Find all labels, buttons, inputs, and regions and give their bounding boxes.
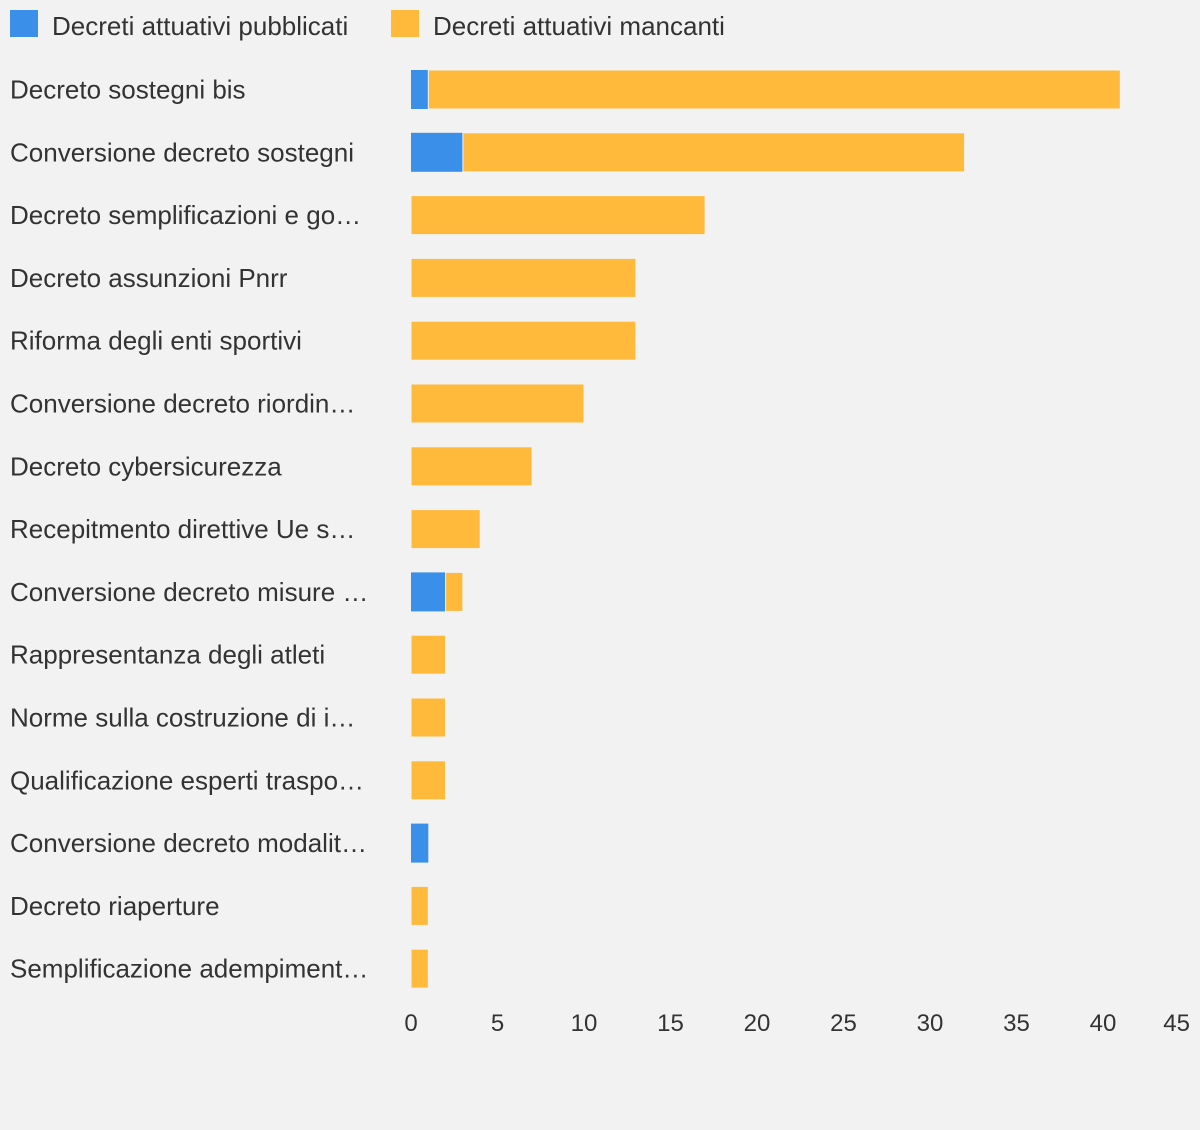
bar-missing[interactable] xyxy=(410,948,429,989)
x-tick-label: 20 xyxy=(744,1010,771,1037)
category-label: Conversione decreto modalit… xyxy=(10,828,367,858)
x-tick-label: 0 xyxy=(404,1010,417,1037)
legend-label-published: Decreti attuativi pubblicati xyxy=(52,11,348,41)
bar-missing[interactable] xyxy=(410,509,481,550)
bar-missing[interactable] xyxy=(410,383,585,424)
category-labels: Decreto sostegni bis Conversione decreto … xyxy=(10,75,368,984)
category-label: Decreto sostegni bis xyxy=(10,75,246,105)
x-tick-label: 30 xyxy=(917,1010,944,1037)
x-tick-label: 45 xyxy=(1163,1010,1190,1037)
bar-missing[interactable] xyxy=(410,885,429,926)
legend-label-missing: Decreti attuativi mancanti xyxy=(433,11,725,41)
legend-item-published[interactable]: Decreti attuativi pubblicati xyxy=(10,10,348,41)
category-label: Conversione decreto riordin… xyxy=(10,389,355,419)
category-label: Conversione decreto sostegni xyxy=(10,137,354,167)
bar-missing[interactable] xyxy=(410,446,533,487)
category-label: Decreto riaperture xyxy=(10,891,220,921)
legend: Decreti attuativi pubblicati Decreti att… xyxy=(10,10,725,41)
bar-missing[interactable] xyxy=(410,195,706,236)
legend-item-missing[interactable]: Decreti attuativi mancanti xyxy=(391,10,725,41)
legend-swatch-missing xyxy=(391,10,419,37)
category-label: Recepitmento direttive Ue s… xyxy=(10,514,355,544)
x-tick-label: 25 xyxy=(830,1010,857,1037)
category-label: Decreto assunzioni Pnrr xyxy=(10,263,288,293)
category-label: Riforma degli enti sportivi xyxy=(10,326,302,356)
category-label: Norme sulla costruzione di i… xyxy=(10,703,355,733)
bar-missing[interactable] xyxy=(410,634,447,675)
category-label: Qualificazione esperti traspo… xyxy=(10,765,364,795)
x-tick-label: 15 xyxy=(657,1010,684,1037)
x-tick-label: 35 xyxy=(1003,1010,1030,1037)
bar-missing[interactable] xyxy=(410,320,637,361)
bar-missing[interactable] xyxy=(410,760,447,801)
bar-missing[interactable] xyxy=(427,69,1121,110)
x-tick-label: 5 xyxy=(491,1010,504,1037)
bars xyxy=(410,69,1121,989)
bar-published[interactable] xyxy=(411,823,429,863)
category-label: Decreto semplificazioni e go… xyxy=(10,200,361,230)
x-tick-label: 10 xyxy=(571,1010,598,1037)
bar-missing[interactable] xyxy=(445,571,464,612)
legend-swatch-published xyxy=(10,10,38,37)
bar-published[interactable] xyxy=(411,132,463,172)
category-label: Semplificazione adempiment… xyxy=(10,954,368,984)
category-label: Rappresentanza degli atleti xyxy=(10,640,325,670)
category-label: Decreto cybersicurezza xyxy=(10,451,282,481)
x-axis: 0 5 10 15 20 25 30 35 40 45 xyxy=(404,1010,1190,1037)
bar-published[interactable] xyxy=(411,572,446,612)
category-label: Conversione decreto misure … xyxy=(10,577,368,607)
bar-published[interactable] xyxy=(411,70,429,109)
bar-missing[interactable] xyxy=(410,697,447,738)
bar-missing[interactable] xyxy=(462,132,966,173)
x-tick-label: 40 xyxy=(1090,1010,1117,1037)
bar-missing[interactable] xyxy=(410,257,637,298)
